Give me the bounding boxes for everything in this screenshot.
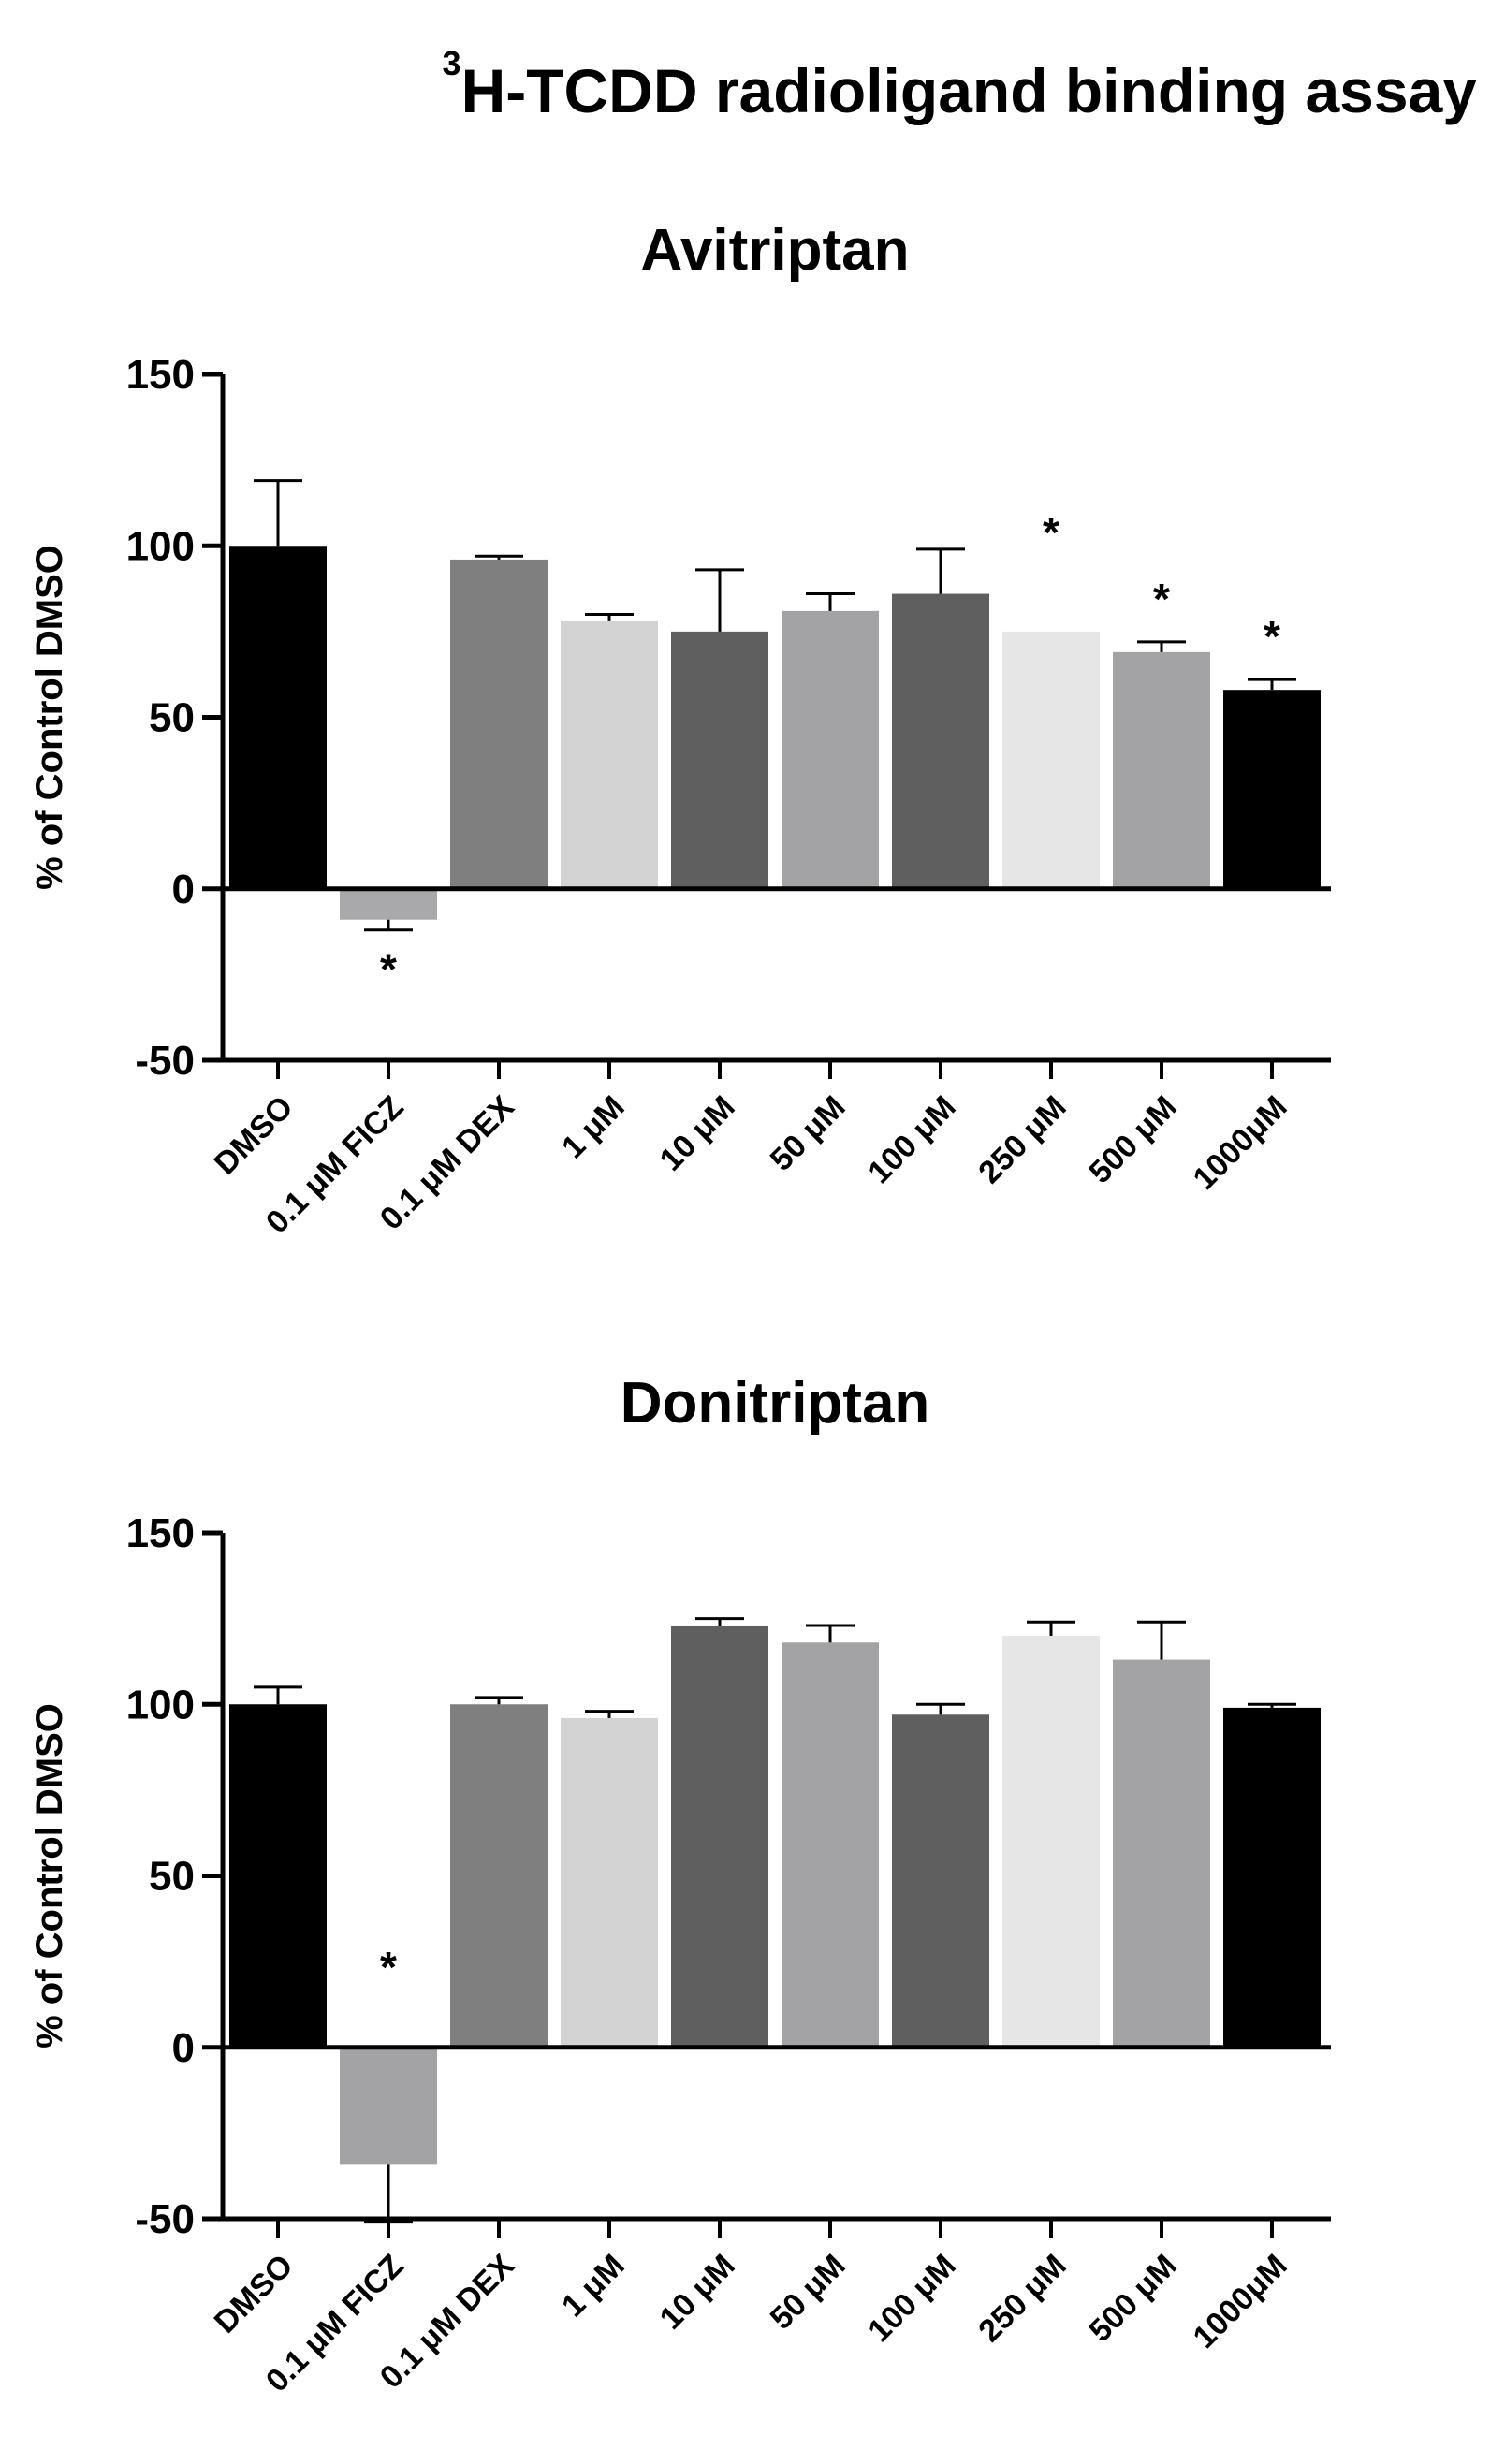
chart1-category-label: 100 μM (861, 2248, 962, 2349)
chart0-y-tick-label: 0 (172, 867, 195, 912)
chart1-category-label: 1 μM (555, 2248, 632, 2325)
chart0-bar (1002, 631, 1100, 889)
chart0-category-label: 250 μM (972, 1089, 1073, 1190)
chart1-y-tick-label: 50 (149, 1854, 195, 1900)
chart1-y-tick-label: 150 (126, 1510, 195, 1556)
chart0-category-label: 100 μM (861, 1089, 962, 1190)
chart0-y-tick-label: -50 (135, 1038, 195, 1084)
donitriptan-chart: Donitriptan % of Control DMSO * -50 0 50 100 15… (29, 1371, 1331, 2399)
chart0-bar (450, 559, 548, 889)
chart0-significance-marker: * (380, 945, 397, 994)
chart0-significance-marker: * (1153, 575, 1170, 623)
chart0-bar (1223, 690, 1321, 889)
chart1-bar (782, 1642, 879, 2048)
main-title: 3H-TCDD radioligand binding assay (443, 44, 1478, 125)
chart0-category-label: 1 μM (555, 1089, 632, 1166)
chart0-y-tick-label: 100 (126, 523, 195, 569)
chart0-bar (229, 546, 327, 889)
chart1-category-label: DMSO (208, 2248, 300, 2340)
chart0-category-label: 500 μM (1082, 1089, 1183, 1190)
chart0-y-tick-label: 50 (149, 695, 195, 741)
title-superscript: 3 (443, 44, 461, 82)
chart1-bar (229, 1704, 327, 2048)
title-text: H-TCDD radioligand binding assay (461, 56, 1478, 125)
chart1-bar (671, 1625, 768, 2048)
svg-text:3H-TCDD radioligand binding as: 3H-TCDD radioligand binding assay (443, 44, 1478, 125)
chart0-significance-marker: * (1043, 508, 1059, 557)
chart1-bar (1002, 1635, 1100, 2048)
chart1-category-label: 250 μM (972, 2248, 1073, 2349)
chart0-title: Avitriptan (640, 218, 909, 283)
chart1-title: Donitriptan (621, 1371, 930, 1436)
chart0-bar (1113, 651, 1210, 889)
chart0-significance-marker: * (1264, 612, 1280, 661)
chart1-y-tick-label: -50 (135, 2196, 195, 2242)
chart1-bar (340, 2047, 437, 2165)
chart0-bar (561, 620, 658, 889)
chart0-y-tick-label: 150 (126, 352, 195, 398)
chart0-y-axis-label: % of Control DMSO (29, 545, 70, 890)
chart0-category-label: 10 μM (653, 1089, 742, 1178)
avitriptan-chart: Avitriptan % of Control DMSO * * * * -50 0 50 100… (29, 218, 1331, 1241)
chart1-y-axis-label: % of Control DMSO (29, 1703, 70, 2048)
chart0-bar (782, 610, 879, 889)
chart1-bar (1113, 1659, 1210, 2048)
chart1-category-label: 500 μM (1082, 2248, 1183, 2349)
chart0-category-label: 50 μM (764, 1089, 853, 1178)
chart1-category-label: 1000μM (1187, 2248, 1294, 2355)
chart1-bar (561, 1717, 658, 2048)
chart0-bar (671, 631, 768, 889)
chart1-bar (450, 1704, 548, 2048)
chart1-y-tick-label: 100 (126, 1682, 195, 1728)
chart1-bar (892, 1714, 989, 2048)
chart0-category-label: DMSO (208, 1089, 300, 1182)
chart1-y-tick-label: 0 (172, 2025, 195, 2071)
chart0-category-label: 1000μM (1187, 1089, 1294, 1197)
chart1-category-label: 10 μM (653, 2248, 742, 2337)
chart0-bar (892, 593, 989, 889)
chart1-significance-marker: * (380, 1943, 397, 1991)
chart0-bar (340, 888, 437, 920)
chart1-category-label: 50 μM (764, 2248, 853, 2337)
chart1-bar (1223, 1707, 1321, 2048)
